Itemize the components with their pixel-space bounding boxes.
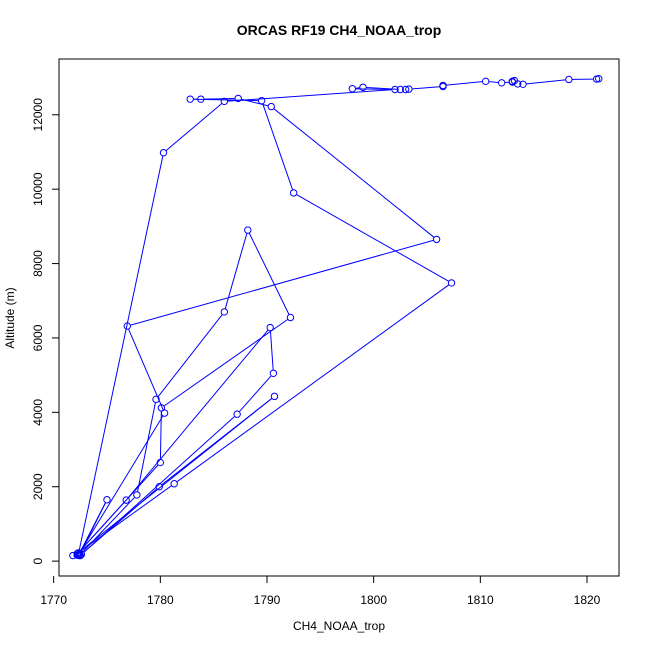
data-point bbox=[447, 279, 456, 287]
series-segment bbox=[269, 330, 274, 370]
data-point bbox=[401, 85, 410, 94]
data-point bbox=[405, 85, 413, 93]
series-segment bbox=[355, 88, 392, 90]
series-segment bbox=[137, 402, 156, 492]
data-point bbox=[159, 149, 168, 157]
series-layer bbox=[69, 75, 603, 560]
data-point bbox=[565, 75, 573, 84]
data-point bbox=[160, 409, 169, 417]
data-point bbox=[497, 79, 506, 87]
data-point bbox=[432, 235, 441, 244]
series-segment bbox=[204, 97, 235, 100]
data-point bbox=[519, 80, 527, 88]
x-tick-label: 1770 bbox=[40, 593, 67, 607]
data-point bbox=[286, 313, 295, 322]
data-point bbox=[170, 480, 178, 488]
data-point bbox=[73, 549, 81, 558]
series-segment bbox=[248, 233, 290, 315]
data-point bbox=[595, 75, 603, 83]
data-point bbox=[266, 323, 274, 332]
data-point bbox=[270, 392, 279, 401]
series-segment bbox=[227, 89, 392, 102]
series-segment bbox=[355, 87, 360, 89]
data-point bbox=[348, 85, 357, 93]
data-point bbox=[103, 496, 111, 504]
series-segment bbox=[412, 86, 440, 90]
series-segment bbox=[78, 156, 164, 552]
data-point bbox=[396, 85, 405, 94]
y-axis-ticks: 0 2000 4000 6000 8000 10000 12000 bbox=[31, 98, 59, 564]
series-segment bbox=[157, 314, 223, 397]
series bbox=[69, 75, 603, 560]
x-axis-label: CH4_NOAA_trop bbox=[293, 619, 385, 633]
series-segment bbox=[176, 284, 449, 483]
series-segment bbox=[296, 194, 449, 282]
x-tick-label: 1820 bbox=[574, 593, 601, 607]
series-segment bbox=[128, 329, 269, 498]
y-tick-label: 12000 bbox=[31, 98, 45, 132]
x-tick-label: 1810 bbox=[467, 593, 494, 607]
y-tick-label: 0 bbox=[31, 557, 45, 564]
y-tick-label: 8000 bbox=[31, 250, 45, 277]
data-point bbox=[289, 189, 298, 197]
y-tick-label: 6000 bbox=[31, 324, 45, 351]
data-point bbox=[157, 404, 166, 412]
data-point bbox=[77, 550, 86, 559]
data-point bbox=[439, 81, 447, 90]
series-segment bbox=[273, 108, 435, 238]
series-segment bbox=[239, 375, 272, 412]
series-segment bbox=[489, 81, 499, 83]
data-point bbox=[122, 496, 130, 504]
data-point bbox=[257, 96, 266, 105]
series-segment bbox=[165, 103, 222, 151]
x-tick-label: 1800 bbox=[360, 593, 387, 607]
chart-title: ORCAS RF19 CH4_NOAA_trop bbox=[237, 22, 442, 38]
series-segment bbox=[79, 398, 273, 552]
data-point bbox=[391, 85, 399, 94]
y-tick-label: 10000 bbox=[31, 172, 45, 206]
data-point bbox=[155, 483, 163, 491]
data-point bbox=[359, 83, 367, 91]
x-tick-label: 1790 bbox=[254, 593, 281, 607]
data-point bbox=[233, 410, 241, 418]
series-segment bbox=[446, 81, 483, 86]
series-segment bbox=[80, 502, 125, 551]
series-segment bbox=[128, 329, 164, 411]
data-point bbox=[123, 322, 131, 330]
series-segment bbox=[262, 103, 293, 190]
y-tick-label: 4000 bbox=[31, 399, 45, 426]
series-segment bbox=[224, 233, 248, 309]
data-point bbox=[152, 395, 160, 404]
series-segment bbox=[83, 416, 235, 553]
series-segment bbox=[130, 239, 434, 326]
data-point bbox=[197, 95, 205, 103]
x-axis-ticks: 1770 1780 1790 1800 1810 1820 bbox=[40, 576, 601, 607]
y-axis-label: Altitude (m) bbox=[3, 287, 17, 348]
x-tick-label: 1780 bbox=[147, 593, 174, 607]
data-point bbox=[133, 491, 141, 499]
series-segment bbox=[79, 415, 164, 553]
data-point bbox=[513, 80, 522, 88]
data-point bbox=[74, 551, 82, 559]
data-point bbox=[244, 226, 252, 234]
data-point bbox=[156, 458, 165, 467]
data-point bbox=[220, 97, 229, 106]
data-point bbox=[234, 94, 242, 103]
data-point bbox=[220, 308, 229, 316]
series-segment bbox=[163, 319, 288, 407]
y-tick-label: 2000 bbox=[31, 473, 45, 500]
series-segment bbox=[79, 485, 172, 553]
series-segment bbox=[526, 79, 566, 85]
data-point bbox=[186, 95, 194, 103]
data-point bbox=[269, 369, 278, 377]
data-point bbox=[481, 77, 490, 86]
data-point bbox=[267, 102, 275, 111]
